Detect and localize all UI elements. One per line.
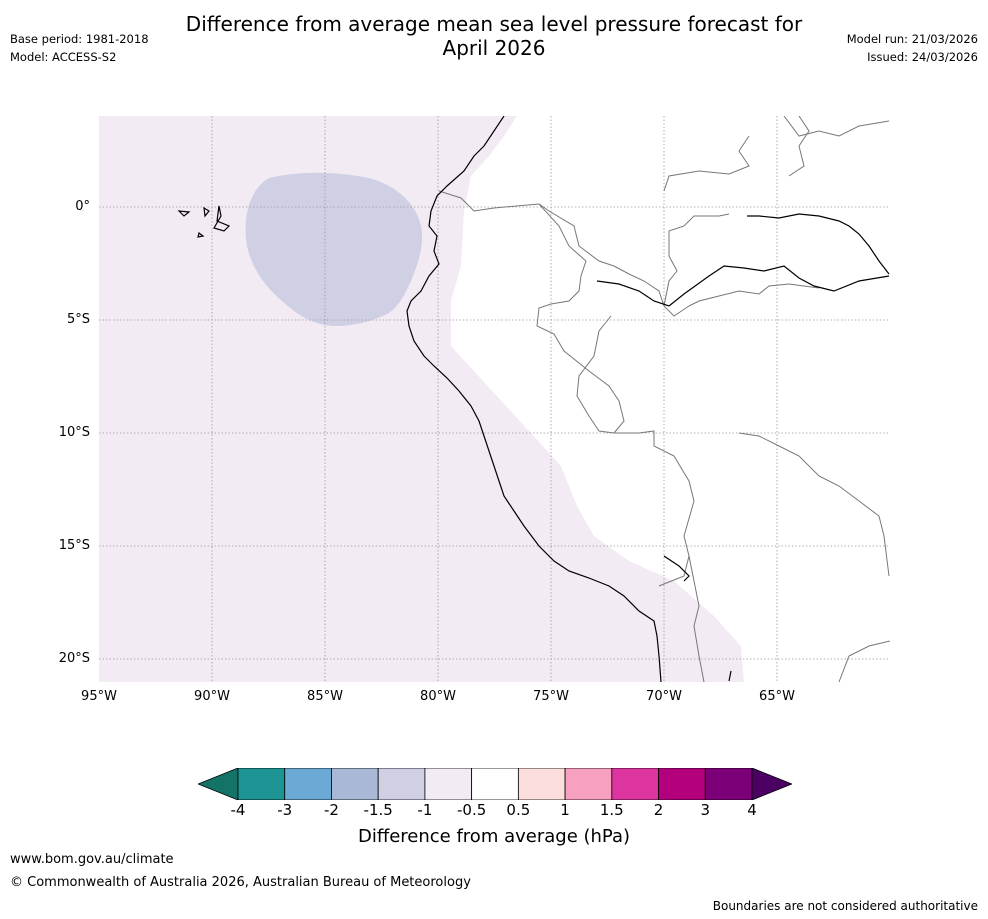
title-line-1: Difference from average mean sea level p… — [185, 12, 803, 36]
colorbar-tick-label: -4 — [230, 801, 246, 819]
lon-label-70w: 70°W — [646, 689, 682, 704]
colorbar-segment — [611, 768, 659, 800]
colorbar-tick-label: -1.5 — [363, 801, 393, 819]
colorbar-segment — [331, 768, 379, 800]
copyright: © Commonwealth of Australia 2026, Austra… — [10, 875, 471, 890]
meta-right: Model run: 21/03/2026 Issued: 24/03/2026 — [847, 30, 978, 66]
colorbar-segment — [424, 768, 473, 800]
anomaly-field-blob — [245, 172, 423, 326]
lon-label-85w: 85°W — [307, 689, 343, 704]
lat-label-10s: 10°S — [58, 425, 90, 440]
meta-left: Base period: 1981-2018 Model: ACCESS-S2 — [10, 30, 149, 66]
issued-date: Issued: 24/03/2026 — [867, 50, 978, 64]
colorbar-segment — [377, 768, 426, 800]
colorbar-segment — [658, 768, 706, 800]
colorbar-tick-label: 1.5 — [599, 801, 624, 819]
colorbar-tick-label: 4 — [747, 801, 757, 819]
colorbar — [198, 768, 792, 800]
country-borders — [438, 116, 890, 682]
lon-label-80w: 80°W — [420, 689, 456, 704]
model-name: Model: ACCESS-S2 — [10, 50, 117, 64]
coastlines — [177, 116, 890, 682]
colorbar-extend-low — [198, 768, 239, 800]
colorbar-extend-high — [751, 768, 792, 800]
colorbar-tick-label: 3 — [700, 801, 711, 819]
colorbar-segment — [284, 768, 332, 800]
colorbar-label: Difference from average (hPa) — [357, 826, 631, 847]
title-line-2: April 2026 — [442, 36, 546, 60]
colorbar-segment — [237, 768, 286, 800]
base-period: Base period: 1981-2018 — [10, 32, 149, 46]
colorbar-tick-label: -0.5 — [456, 801, 487, 819]
graticule — [99, 116, 890, 682]
lat-label-5s: 5°S — [66, 312, 90, 327]
website-link[interactable]: www.bom.gov.au/climate — [10, 852, 174, 867]
colorbar-tick-label: -1 — [417, 801, 433, 819]
colorbar-segment — [471, 768, 519, 800]
colorbar-segment — [517, 768, 566, 800]
lat-label-15s: 15°S — [58, 538, 90, 553]
colorbar-segment — [704, 768, 753, 800]
lat-label-20s: 20°S — [58, 651, 90, 666]
colorbar-segment — [564, 768, 613, 800]
disclaimer: Boundaries are not considered authoritat… — [712, 899, 978, 913]
lat-label-0: 0° — [75, 199, 90, 214]
colorbar-tick-label: 1 — [560, 801, 570, 819]
colorbar-tick-label: -3 — [277, 801, 293, 819]
lon-label-95w: 95°W — [81, 689, 117, 704]
lon-label-65w: 65°W — [759, 689, 795, 704]
colorbar-tick-label: -2 — [323, 801, 339, 819]
colorbar-tick-label: 2 — [653, 801, 664, 819]
colorbar-tick-label: 0.5 — [506, 801, 531, 819]
map-title: Difference from average mean sea level p… — [0, 12, 988, 60]
anomaly-field-neutral — [451, 116, 890, 682]
lon-label-75w: 75°W — [533, 689, 569, 704]
model-run: Model run: 21/03/2026 — [846, 32, 978, 46]
lon-label-90w: 90°W — [194, 689, 230, 704]
map-panel — [99, 116, 890, 682]
